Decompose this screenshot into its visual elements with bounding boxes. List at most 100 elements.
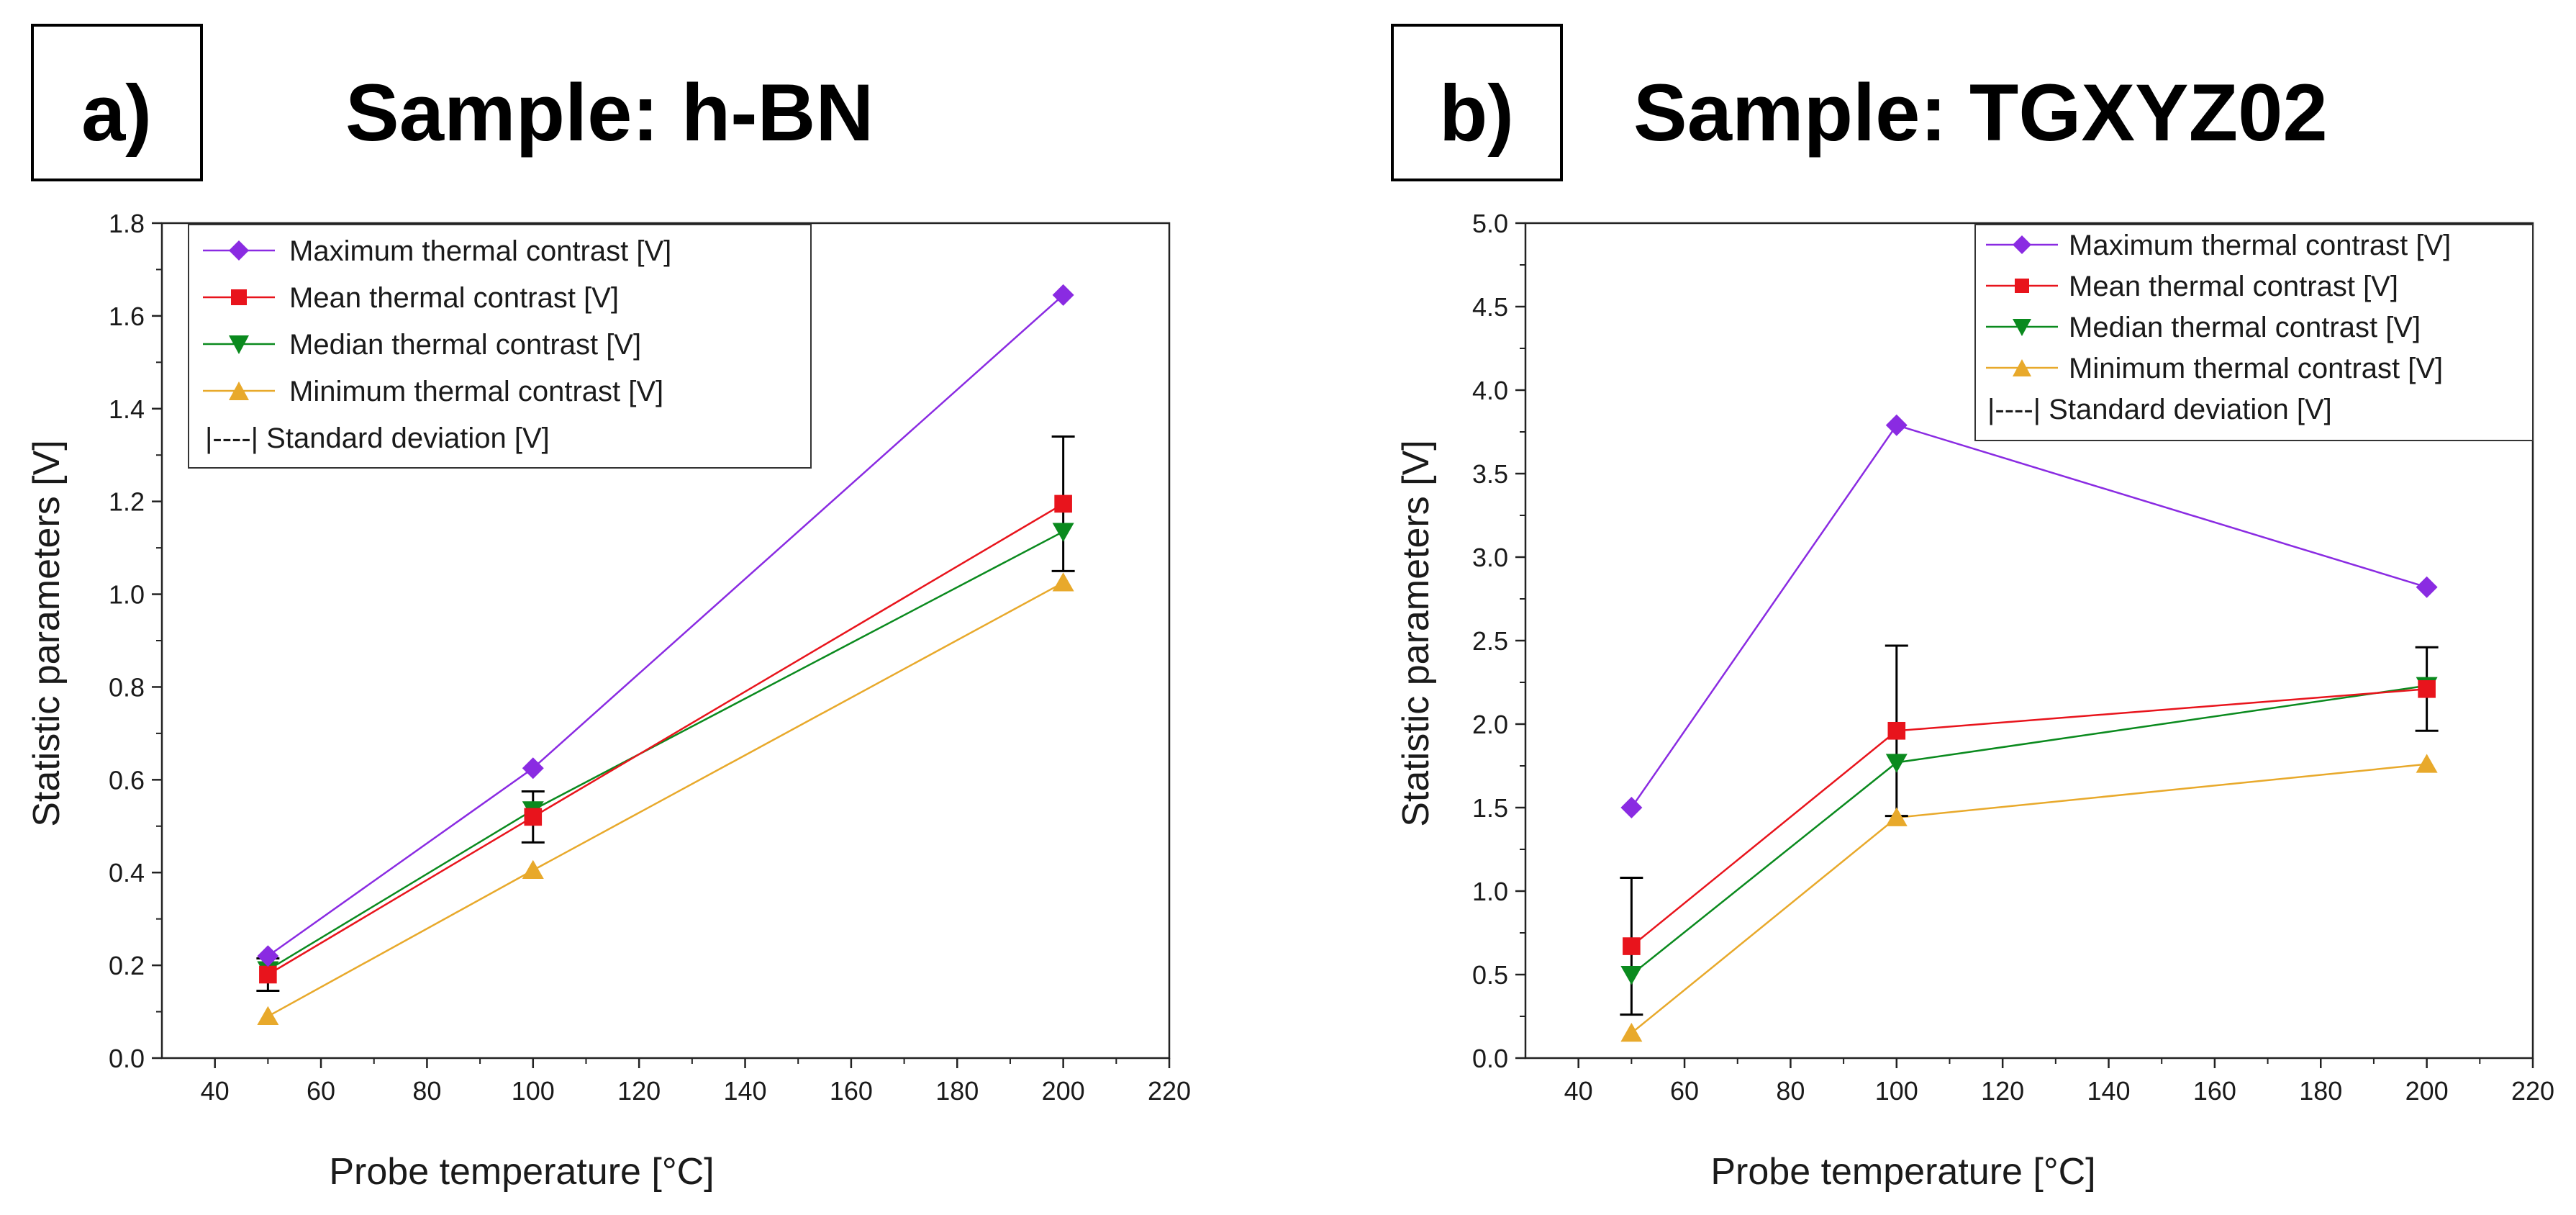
panel-b-x-axis-title: Probe temperature [°C] [1710, 1151, 2095, 1193]
panel-a-legend-label-mean: Mean thermal contrast [V] [289, 282, 619, 314]
panel-a-y-tick-label-8: 1.6 [109, 302, 145, 331]
panel-a-legend-label-std: |----| Standard deviation [V] [205, 423, 550, 454]
panel-a-y-tick-label-0: 0.0 [109, 1044, 145, 1073]
panel-a-line-min [267, 582, 1064, 1018]
panel-b-line-max [1631, 424, 2427, 808]
panel-a-legend-marker-max [229, 240, 249, 261]
panel-a-y-tick-label-4: 0.8 [109, 672, 145, 702]
panel-a-point-mean-100 [524, 808, 543, 826]
panel-a-x-tick-label-200: 200 [1042, 1076, 1085, 1106]
panel-a-legend-entry-median: Median thermal contrast [V] [203, 329, 641, 361]
plot-area-b: 40 60 80 100 120 140 160 180 200 220 0.0 0.5 1.0 1.5 2… [1472, 209, 2554, 1106]
panel-a-y-tick-label-3: 0.6 [109, 765, 145, 795]
panel-b-point-max-200 [2416, 576, 2438, 598]
panel-a-x-axis-title: Probe temperature [°C] [329, 1151, 714, 1193]
panel-b-y-axis-title: Statistic parameters [V] [1395, 440, 1437, 827]
panel-b-y-tick-label-5: 2.5 [1472, 626, 1508, 656]
panel-a-legend-entry-max: Maximum thermal contrast [V] [203, 235, 671, 267]
panel-a-legend-marker-mean [231, 289, 247, 305]
panel-b-y-tick-label-1: 0.5 [1472, 960, 1508, 990]
panel-a-point-max-50 [257, 945, 279, 967]
panel-a-x-tick-label-40: 40 [201, 1076, 230, 1106]
panel-b: b) Sample: TGXYZ02 40 60 80 100 120 140 160 180… [1391, 24, 2554, 1193]
panel-a-legend-marker-median [229, 335, 249, 354]
panel-b-legend-entry-median: Median thermal contrast [V] [1986, 312, 2421, 343]
panel-b-letter-box [1391, 24, 1563, 181]
panel-a-legend-label-max: Maximum thermal contrast [V] [289, 235, 671, 267]
panel-a-point-min-50 [257, 1006, 279, 1025]
panel-b-point-max-100 [1885, 414, 1908, 436]
panel-b-y-tick-label-7: 3.5 [1472, 459, 1508, 489]
panel-a-point-min-100 [522, 859, 544, 879]
panel-b-x-tick-label-40: 40 [1564, 1076, 1593, 1106]
panel-b-y-tick-label-2: 1.0 [1472, 877, 1508, 906]
panel-a-x-tick-label-180: 180 [935, 1076, 979, 1106]
panel-a-legend-label-min: Minimum thermal contrast [V] [289, 376, 663, 407]
panel-b-y-tick-label-10: 5.0 [1472, 209, 1508, 238]
panel-a-x-tick-label-160: 160 [830, 1076, 873, 1106]
panel-a-legend-entry-min: Minimum thermal contrast [V] [203, 376, 663, 407]
panel-b-legend-label-mean: Mean thermal contrast [V] [2069, 271, 2398, 302]
panel-b-x-tick-label-140: 140 [2087, 1076, 2130, 1106]
panel-b-legend: Maximum thermal contrast [V] Mean therma… [1974, 224, 2534, 441]
panel-b-y-tick-label-0: 0.0 [1472, 1044, 1508, 1073]
panel-a-y-tick-label-1: 0.2 [109, 951, 145, 980]
panel-a-legend-frame [188, 224, 812, 469]
panel-b-y-tick-label-4: 2.0 [1472, 710, 1508, 739]
panel-b-legend-label-max: Maximum thermal contrast [V] [2069, 230, 2451, 261]
panel-a-point-median-200 [1052, 523, 1074, 542]
panel-b-line-mean [1631, 688, 2427, 947]
panel-b-legend-marker-min [2013, 359, 2031, 376]
panel-b-legend-marker-median [2013, 319, 2031, 336]
panel-b-legend-frame [1974, 224, 2534, 441]
panel-b-y-tick-label-8: 4.0 [1472, 376, 1508, 405]
panel-b-line-median [1631, 685, 2427, 975]
panel-b-line-min [1631, 763, 2427, 1034]
panel-a-point-max-100 [522, 757, 544, 780]
panel-b-point-mean-200 [2418, 679, 2436, 698]
panel-a-y-tick-label-2: 0.4 [109, 858, 145, 887]
panel-a-x-tick-label-100: 100 [512, 1076, 555, 1106]
panel-b-point-median-100 [1885, 754, 1908, 773]
panel-a-point-min-200 [1052, 572, 1074, 592]
panel-a-y-tick-label-7: 1.4 [109, 394, 145, 424]
panel-a-x-tick-label-120: 120 [617, 1076, 661, 1106]
panel-a-point-mean-50 [259, 965, 277, 984]
panel-a-letter: a) [81, 69, 152, 158]
panel-a-legend-entry-mean: Mean thermal contrast [V] [203, 282, 619, 314]
panel-b-point-min-100 [1885, 807, 1908, 826]
panel-b-point-mean-100 [1887, 721, 1906, 740]
panel-a-point-mean-200 [1054, 494, 1072, 513]
panel-b-x-tick-label-80: 80 [1776, 1076, 1805, 1106]
panel-a-title: Sample: h-BN [345, 68, 874, 158]
panel-a-y-tick-label-9: 1.8 [109, 209, 145, 238]
panel-b-x-tick-label-60: 60 [1670, 1076, 1699, 1106]
panel-a-legend: Maximum thermal contrast [V] Mean therma… [188, 224, 812, 469]
panel-b-x-tick-label-100: 100 [1875, 1076, 1918, 1106]
panel-b-y-tick-label-6: 3.0 [1472, 543, 1508, 572]
panel-a-legend-marker-min [229, 381, 249, 400]
panel-b-legend-label-median: Median thermal contrast [V] [2069, 312, 2421, 343]
panel-b-point-mean-50 [1623, 937, 1641, 955]
panel-a-line-mean [267, 502, 1064, 976]
panel-b-legend-marker-mean [2015, 279, 2029, 293]
panel-a-letter-box [31, 24, 203, 181]
panel-b-point-max-50 [1620, 797, 1643, 818]
panel-b-x-tick-label-120: 120 [1981, 1076, 2024, 1106]
plot-area-a: 40 60 80 100 120 140 160 180 200 220 0.0 0.2 0.4 0.6 0… [109, 209, 1191, 1106]
panel-b-letter: b) [1439, 69, 1514, 158]
panel-a-y-tick-label-6: 1.2 [109, 487, 145, 517]
panel-b-legend-entry-mean: Mean thermal contrast [V] [1986, 271, 2398, 302]
panel-a-x-tick-label-60: 60 [307, 1076, 335, 1106]
panel-b-legend-entry-min: Minimum thermal contrast [V] [1986, 353, 2443, 384]
panel-a-y-axis-title: Statistic parameters [V] [26, 440, 68, 827]
panel-b-legend-label-std: |----| Standard deviation [V] [1987, 394, 2332, 425]
panel-b-point-min-50 [1620, 1022, 1643, 1042]
panel-a-legend-label-median: Median thermal contrast [V] [289, 329, 641, 361]
panel-b-y-tick-label-3: 1.5 [1472, 793, 1508, 823]
panel-b-legend-marker-max [2013, 235, 2031, 254]
panel-a: a) Sample: h-BN 40 60 80 100 120 140 160 180 200… [26, 24, 1191, 1193]
panel-b-title: Sample: TGXYZ02 [1633, 68, 2328, 158]
panel-a-y-tick-label-5: 1.0 [109, 580, 145, 610]
